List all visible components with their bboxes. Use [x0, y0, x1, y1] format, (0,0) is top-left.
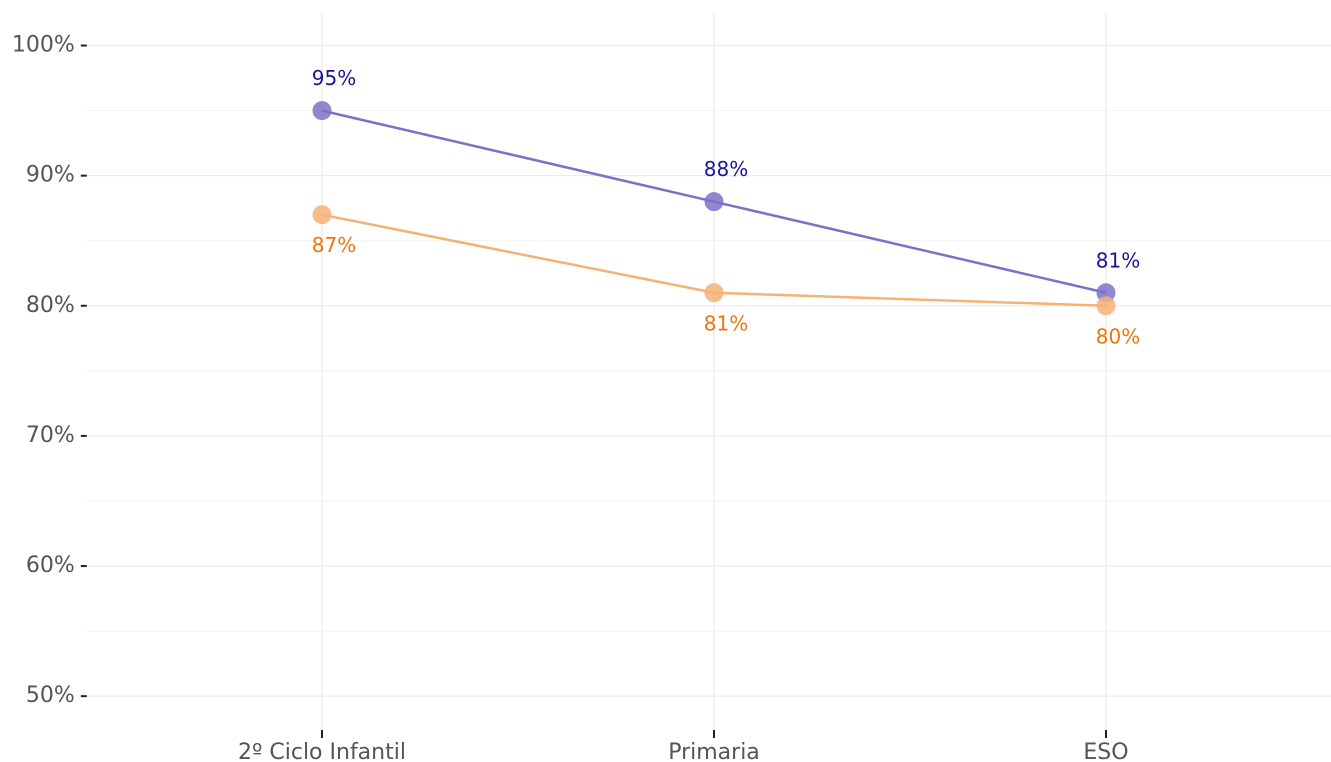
y-tick-label: 80%	[26, 293, 75, 318]
x-tick-label: 2º Ciclo Infantil	[238, 740, 406, 762]
x-tick-label: ESO	[1083, 740, 1128, 762]
y-tick-label: 70%	[26, 423, 75, 448]
point	[1096, 296, 1116, 316]
value-label: 95%	[312, 66, 356, 90]
y-tick-label: 100%	[12, 33, 75, 58]
value-label: 88%	[704, 157, 748, 181]
point	[312, 101, 332, 121]
point	[704, 283, 724, 303]
value-label: 81%	[704, 311, 748, 335]
point	[312, 205, 332, 225]
point	[704, 192, 724, 212]
y-tick-label: 60%	[26, 553, 75, 578]
x-tick-label: Primaria	[668, 740, 760, 762]
y-tick-label: 50%	[26, 683, 75, 708]
y-tick-label: 90%	[26, 163, 75, 188]
point	[1096, 283, 1116, 303]
value-label: 81%	[1096, 248, 1140, 272]
value-label: 80%	[1096, 324, 1140, 348]
value-label: 87%	[312, 233, 356, 257]
